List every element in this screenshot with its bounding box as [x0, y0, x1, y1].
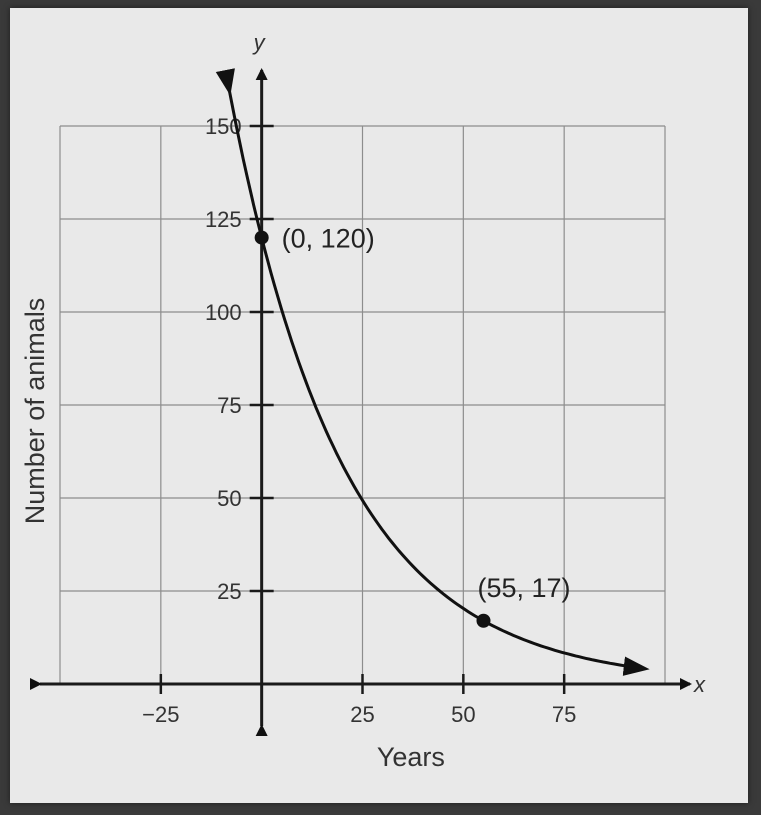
y-tick-label: 100	[205, 300, 242, 325]
y-tick-label: 50	[217, 486, 241, 511]
y-axis-variable: y	[252, 30, 267, 55]
point-label-0-120: (0, 120)	[282, 224, 375, 254]
x-tick-label: 75	[552, 702, 576, 727]
point-label-55-17: (55, 17)	[478, 573, 571, 603]
decay-curve	[215, 68, 650, 676]
x-axis-variable: x	[693, 672, 706, 697]
x-tick-label: −25	[142, 702, 179, 727]
chart-frame: −25 25 50 75 25 50 75 100 125 150 x y Years Numbe…	[10, 8, 748, 803]
point-55-17	[476, 613, 491, 628]
x-axis-title: Years	[377, 742, 445, 772]
y-tick-label: 25	[217, 579, 241, 604]
y-tick-label: 125	[205, 207, 242, 232]
y-tick-label: 75	[217, 393, 241, 418]
point-0-120	[254, 230, 269, 245]
y-axis-title: Number of animals	[20, 298, 50, 525]
grid	[59, 125, 666, 685]
x-tick-label: 50	[451, 702, 475, 727]
axes	[30, 68, 692, 736]
x-tick-label: 25	[350, 702, 374, 727]
